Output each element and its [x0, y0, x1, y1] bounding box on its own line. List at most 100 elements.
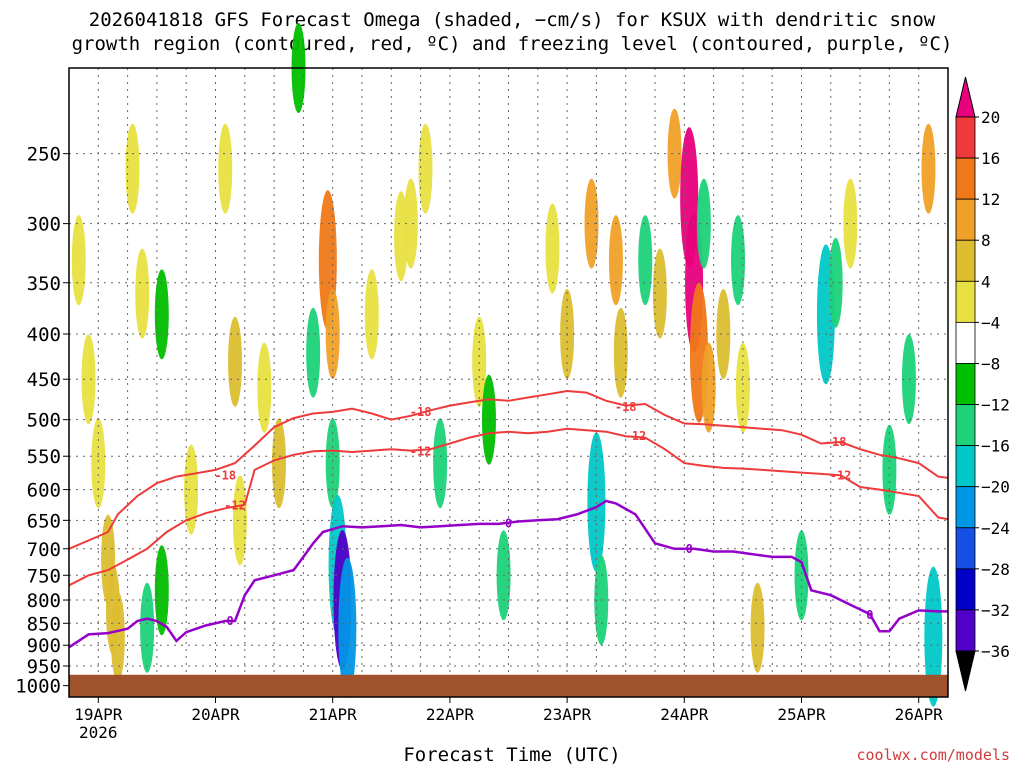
- omega-cell: [154, 269, 169, 360]
- x-tick-label: 20APR: [191, 705, 240, 724]
- omega-cell: [418, 123, 433, 214]
- x-tick-label: 24APR: [660, 705, 709, 724]
- chart-title-line-2: growth region (contoured, red, ºC) and f…: [71, 33, 953, 55]
- omega-cell: [716, 289, 731, 380]
- colorbar-swatch: [955, 568, 976, 611]
- omega-cell: [81, 334, 96, 425]
- omega-cell: [71, 215, 86, 306]
- omega-cell: [652, 248, 667, 339]
- x-axis-title: Forecast Time (UTC): [403, 744, 621, 766]
- colorbar-label: 12: [981, 190, 1000, 209]
- plot-frame: [68, 67, 949, 698]
- colorbar-label: 4: [981, 272, 991, 291]
- omega-cell: [613, 307, 628, 398]
- contour-line: [68, 427, 949, 587]
- colorbar-swatch: [955, 157, 976, 200]
- omega-cell: [901, 334, 916, 425]
- contour-label: -12: [625, 429, 647, 443]
- x-tick-label: 23APR: [543, 705, 592, 724]
- omega-cell: [184, 444, 199, 535]
- contour-line: [68, 499, 948, 649]
- colorbar-label: −4: [981, 313, 1000, 332]
- contour-label: -18: [615, 400, 637, 414]
- y-tick-label: 400: [27, 324, 61, 346]
- y-tick-label: 300: [27, 214, 61, 236]
- x-tick-label: 19APR: [74, 705, 123, 724]
- omega-cell: [584, 178, 599, 269]
- omega-cell: [843, 178, 858, 269]
- terrain-fill: [69, 674, 948, 697]
- y-tick-label: 350: [27, 273, 61, 295]
- contour-label: 0: [686, 542, 693, 556]
- y-tick-label: 550: [27, 446, 61, 468]
- contour-label: -12: [224, 498, 246, 512]
- colorbar-bottom-arrow: [955, 650, 976, 692]
- omega-cell: [91, 418, 106, 509]
- omega-cell: [271, 418, 286, 509]
- colorbar-label: 20: [981, 108, 1000, 127]
- contour-layer: -18 -18 -18 -18 -12 -12 -12 -12 0 0 0 0: [68, 389, 949, 649]
- omega-cell: [794, 530, 809, 621]
- colorbar-swatch: [955, 239, 976, 282]
- omega-cell: [638, 215, 653, 306]
- y-tick-label: 500: [27, 410, 61, 432]
- omega-cell: [667, 108, 682, 199]
- colorbar-label: −28: [981, 560, 1010, 579]
- contour-label: -18: [214, 468, 236, 482]
- colorbar-swatch: [955, 363, 976, 405]
- omega-cell: [135, 248, 150, 339]
- y-tick-label: 250: [27, 144, 61, 166]
- x-axis: 19APR 20APR 21APR 22APR 23APR 24APR 25APR 26APR…: [74, 697, 943, 742]
- omega-cell: [735, 342, 750, 433]
- omega-cell: [218, 123, 233, 214]
- omega-cell: [608, 215, 623, 306]
- y-tick-label: 950: [27, 656, 61, 678]
- colorbar-swatch: [955, 609, 976, 652]
- omega-cell: [228, 316, 243, 407]
- omega-cell: [545, 203, 560, 294]
- omega-cell: [472, 316, 487, 407]
- terrain-layer: [69, 674, 948, 697]
- omega-cell: [403, 178, 418, 269]
- omega-cell: [110, 591, 125, 682]
- x-tick-label: 25APR: [777, 705, 826, 724]
- y-tick-label: 1000: [15, 676, 61, 698]
- omega-shading-layer: [71, 23, 943, 707]
- omega-cell: [306, 307, 321, 398]
- contour-label: -18: [410, 405, 432, 419]
- x-tick-label: 21APR: [309, 705, 358, 724]
- y-tick-label: 450: [27, 369, 61, 391]
- colorbar: 20 16 12 8 4 −4 −8 −12 −16 −20 −24 −28 −32 −36: [955, 76, 1010, 692]
- colorbar-label: −12: [981, 396, 1010, 415]
- omega-cell: [481, 374, 496, 465]
- source-credit: coolwx.com/models: [856, 746, 1010, 764]
- omega-cell: [828, 237, 843, 328]
- omega-cell: [154, 545, 169, 636]
- y-axis: 2503003504004505005506006507007508008509…: [15, 144, 69, 698]
- omega-cell: [731, 215, 746, 306]
- omega-cell: [750, 582, 765, 673]
- colorbar-label: 8: [981, 231, 991, 250]
- colorbar-swatch: [955, 198, 976, 241]
- colorbar-swatch: [955, 116, 976, 159]
- x-year-label: 2026: [79, 723, 118, 742]
- contour-label: -12: [830, 468, 852, 482]
- omega-cell: [921, 123, 936, 214]
- colorbar-label: −20: [981, 478, 1010, 497]
- omega-cell: [882, 424, 897, 515]
- colorbar-swatch: [955, 321, 976, 364]
- contour-label: 0: [505, 516, 512, 530]
- colorbar-label: 16: [981, 149, 1000, 168]
- omega-cell: [364, 269, 379, 360]
- contour-label: -18: [825, 435, 847, 449]
- colorbar-swatch: [955, 404, 976, 447]
- x-tick-label: 26APR: [895, 705, 944, 724]
- colorbar-swatch: [955, 486, 976, 529]
- colorbar-swatch: [955, 280, 976, 323]
- colorbar-swatch: [955, 445, 976, 488]
- y-tick-label: 900: [27, 635, 61, 657]
- omega-cell: [125, 123, 140, 214]
- omega-cell: [232, 475, 247, 566]
